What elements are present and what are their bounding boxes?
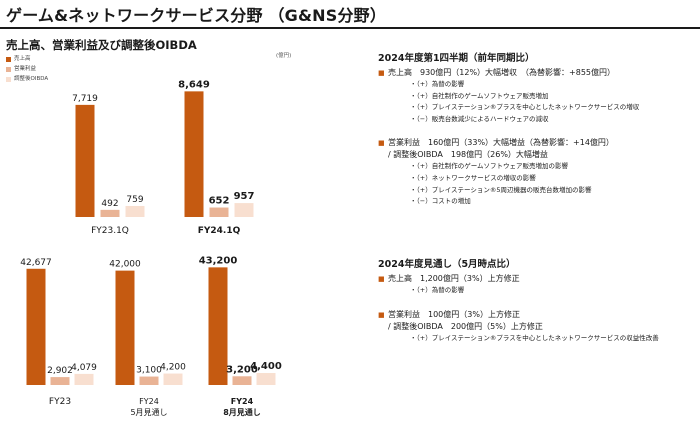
data-label-adjusted-oibda: 4,079 (71, 363, 97, 373)
factor-item: ・（+）自社制作のゲームソフトウェア販売増加の影響 (410, 162, 569, 171)
title-divider (0, 27, 700, 29)
data-label-adjusted-oibda: 4,200 (160, 363, 186, 373)
data-label-sales: 43,200 (199, 255, 238, 266)
bar-operating-income (100, 209, 120, 217)
legend-swatch-operating-income (6, 66, 11, 72)
bar-adjusted-oibda (234, 203, 254, 217)
bar-sales (208, 267, 228, 385)
data-label-operating-income: 2,902 (47, 366, 73, 376)
factor-item: ・（+）プレイステーション®プラスを中心としたネットワークサービスの増収 (410, 103, 640, 112)
fy-oibda-text: / 調整後OIBDA 200億円（5%）上方修正 (388, 321, 543, 331)
data-label-operating-income: 652 (209, 196, 230, 207)
data-label-operating-income: 492 (101, 199, 118, 209)
fy-forecast-summary: 2024年度見通し（5月時点比） ■ 売上高 1,200億円（3%）上方修正 ・… (378, 256, 694, 344)
bar-adjusted-oibda (74, 373, 94, 385)
bar-sales (75, 104, 95, 217)
data-label-sales: 42,000 (109, 260, 141, 270)
fy-sales-factors: ・（+）為替の影響 (410, 285, 694, 297)
bar-adjusted-oibda (256, 373, 276, 385)
category-label-line: FY24.1Q (198, 226, 241, 236)
fy-oibda-line: / 調整後OIBDA 200億円（5%）上方修正 (378, 321, 694, 333)
factor-item: ・（+）為替の影響 (410, 286, 465, 294)
q1-summary: 2024年度第1四半期（前年同期比） ■ 売上高 930億円（12%）大幅増収 … (378, 50, 694, 208)
chart-heading: 売上高、営業利益及び調整後OIBDA (6, 38, 197, 52)
q1-profit-factors: ・（+）自社制作のゲームソフトウェア販売増加の影響 ・（+）ネットワークサービス… (410, 161, 694, 207)
bullet-icon: ■ (378, 310, 385, 319)
category-label-line: 8月見通し (223, 407, 261, 417)
legend-label-adjusted-oibda: 調整後OIBDA (14, 76, 49, 82)
factor-item: ・（+）プレイステーション®プラスを中心としたネットワークサービスの収益性改善 (410, 333, 659, 342)
bar-operating-income (50, 377, 70, 385)
legend-swatch-sales (6, 56, 11, 62)
legend-label-sales: 売上高 (14, 56, 31, 62)
bullet-icon: ■ (378, 69, 385, 77)
category-label: FY23.1Q (91, 226, 129, 236)
category-label: FY24 8月見通し (223, 397, 261, 417)
factor-item: ・（+）自社制作のゲームソフトウェア販売増加 (410, 91, 549, 100)
category-label-line: FY23 (49, 397, 71, 407)
category-label: FY23 (49, 397, 71, 407)
legend-item-sales: 売上高 (6, 54, 48, 64)
bar-charts: 7,719 492 759 FY23.1Q 8,649 652 957 FY24.1Q 42,6… (20, 79, 282, 417)
q1-sales-line: ■ 売上高 930億円（12%）大幅増収 （為替影響：+855億円） (378, 67, 694, 79)
category-label: FY24 5月見通し (130, 397, 167, 417)
legend-swatch-adjusted-oibda (6, 76, 11, 82)
data-label-sales: 7,719 (72, 94, 98, 104)
data-label-adjusted-oibda: 957 (234, 191, 255, 202)
q1-oibda-line: / 調整後OIBDA 198億円（26%）大幅増益 (378, 149, 694, 161)
bar-sales (184, 91, 204, 217)
category-label-line: 5月見通し (130, 407, 167, 417)
bar-operating-income (209, 207, 229, 217)
factor-item: ・（−）販売台数減少によるハードウェアの減収 (410, 114, 549, 123)
fy-profit-factors: ・（+）プレイステーション®プラスを中心としたネットワークサービスの収益性改善 (410, 333, 694, 345)
bar-sales (115, 270, 135, 385)
q1-profit-line: ■ 営業利益 160億円（33%）大幅増益（為替影響：+14億円） (378, 137, 694, 149)
fy-sales-text: 売上高 1,200億円（3%）上方修正 (388, 274, 520, 283)
q1-sales-factors: ・（+）為替の影響 ・（+）自社制作のゲームソフトウェア販売増加 ・（+）プレイ… (410, 79, 694, 125)
q1-heading: 2024年度第1四半期（前年同期比） (378, 53, 535, 64)
data-label-sales: 42,677 (20, 258, 52, 268)
factor-item: ・（−）コストの増加 (410, 197, 471, 206)
q1-sales-text: 売上高 930億円（12%）大幅増収 （為替影響：+855億円） (388, 68, 616, 77)
data-label-sales: 8,649 (178, 79, 210, 90)
bar-operating-income (232, 376, 252, 385)
category-label-line: FY24 (139, 397, 159, 406)
fy-profit-text: 営業利益 100億円（3%）上方修正 (388, 309, 520, 319)
legend-label-operating-income: 営業利益 (14, 66, 37, 72)
fy-sales-line: ■ 売上高 1,200億円（3%）上方修正 (378, 273, 694, 285)
fy-heading: 2024年度見通し（5月時点比） (378, 259, 516, 270)
legend-item-adjusted-oibda: 調整後OIBDA (6, 74, 48, 84)
category-label-line: FY24 (231, 397, 254, 406)
factor-item: ・（+）ネットワークサービスの増収の影響 (410, 173, 536, 182)
factor-item: ・（+）プレイステーション®5周辺機器の販売台数増加の影響 (410, 185, 592, 194)
q1-oibda-text: / 調整後OIBDA 198億円（26%）大幅増益 (388, 150, 548, 160)
category-label: FY24.1Q (198, 226, 241, 236)
factor-item: ・（+）為替の影響 (410, 80, 465, 88)
bullet-icon: ■ (378, 275, 385, 283)
bar-adjusted-oibda (125, 205, 145, 217)
chart-legend: 売上高 営業利益 調整後OIBDA (6, 54, 48, 84)
bar-sales (26, 268, 46, 385)
unit-label: (億円) (276, 53, 292, 59)
data-label-operating-income: 3,100 (136, 366, 162, 376)
bar-operating-income (139, 376, 159, 385)
bar-adjusted-oibda (163, 373, 183, 385)
bullet-icon: ■ (378, 139, 385, 148)
q1-profit-text: 営業利益 160億円（33%）大幅増益（為替影響：+14億円） (388, 138, 614, 148)
page-title: ゲーム&ネットワークサービス分野 （G&NS分野） (6, 6, 387, 25)
data-label-operating-income: 3,200 (226, 364, 258, 375)
data-label-adjusted-oibda: 4,400 (250, 361, 282, 372)
legend-item-operating-income: 営業利益 (6, 64, 48, 74)
category-label-line: FY23.1Q (91, 226, 129, 236)
data-label-adjusted-oibda: 759 (126, 195, 143, 205)
fy-profit-line: ■ 営業利益 100億円（3%）上方修正 (378, 309, 694, 321)
